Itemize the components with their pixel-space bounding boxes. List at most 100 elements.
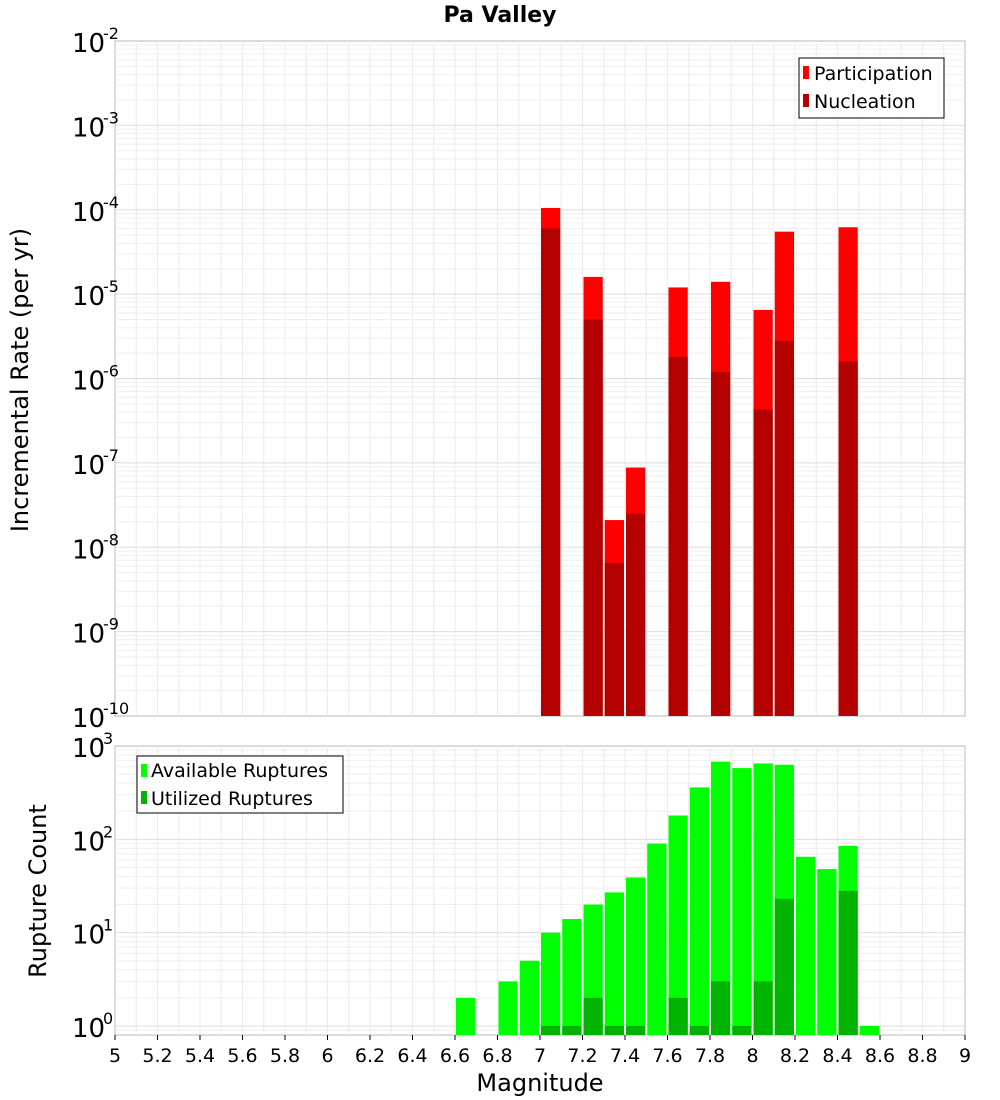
x-tick-label: 7.6	[652, 1045, 682, 1067]
bottom-bar-available	[456, 997, 476, 1035]
top-y-tick-exponent: -2	[103, 24, 119, 43]
bottom-y-tick-exponent: 0	[103, 1009, 113, 1028]
bottom-bar-available	[796, 856, 816, 1035]
bottom-bar-available	[668, 815, 688, 1035]
top-y-tick-exponent: -8	[103, 530, 119, 549]
bottom-y-tick-base: 10	[72, 734, 105, 764]
top-y-tick-label: 10-8	[72, 530, 119, 565]
bottom-bar-utilized	[668, 997, 688, 1035]
top-bar-nucleation	[604, 563, 624, 716]
bottom-y-tick-label: 102	[72, 822, 113, 857]
top-y-tick-base: 10	[72, 29, 105, 59]
top-y-tick-base: 10	[72, 282, 105, 312]
top-bar-nucleation	[626, 513, 646, 716]
top-bar-nucleation	[668, 356, 688, 716]
top-y-tick-label: 10-7	[72, 446, 119, 481]
top-y-axis-label: Incremental Rate (per yr)	[6, 228, 34, 532]
top-legend: Participation Nucleation	[798, 57, 945, 119]
top-bar-nucleation	[753, 409, 773, 716]
top-bar-nucleation	[711, 371, 731, 716]
bottom-bar-utilized	[838, 890, 858, 1035]
top-legend-box	[798, 57, 945, 119]
x-tick-label: 8.4	[822, 1045, 852, 1067]
bottom-y-axis-label: Rupture Count	[24, 804, 52, 978]
bottom-bar-available	[626, 877, 646, 1035]
legend-nucleation: Nucleation	[814, 91, 916, 113]
top-bars	[541, 207, 858, 716]
bottom-bar-available	[541, 932, 561, 1035]
bottom-y-tick-exponent: 2	[103, 822, 113, 841]
x-ticks: 5 5.2 5.4 5.6 5.8 6 6.2 6.4 6.6 6.8 7 7.2 7.4 7.6 7.8 8…	[109, 1035, 971, 1067]
top-y-tick-exponent: -6	[103, 362, 119, 381]
chart-title: Pa Valley	[443, 3, 556, 28]
bottom-bar-utilized	[583, 997, 603, 1035]
top-bar-nucleation	[541, 228, 561, 716]
bottom-bar-available	[817, 869, 837, 1035]
x-tick-label: 5.4	[185, 1045, 215, 1067]
x-tick-label: 5	[109, 1045, 121, 1067]
bottom-bar-utilized	[626, 1025, 646, 1035]
bottom-bar-available	[562, 919, 582, 1035]
x-tick-label: 7.8	[695, 1045, 725, 1067]
bottom-bar-utilized	[774, 898, 794, 1035]
bottom-bar-available	[859, 1025, 879, 1035]
top-y-tick-base: 10	[72, 198, 105, 228]
bottom-bar-utilized	[562, 1025, 582, 1035]
bottom-y-tick-label: 100	[72, 1009, 113, 1044]
x-tick-label: 6.8	[482, 1045, 512, 1067]
bottom-bar-available	[689, 787, 709, 1035]
top-y-tick-exponent: -3	[103, 108, 119, 127]
legend-utilized-ruptures: Utilized Ruptures	[151, 788, 313, 810]
x-axis-label: Magnitude	[476, 1069, 603, 1097]
bottom-bar-utilized	[711, 981, 731, 1035]
bottom-legend: Available Ruptures Utilized Ruptures	[136, 755, 344, 814]
participation-swatch	[803, 66, 809, 79]
top-y-tick-exponent: -10	[103, 699, 129, 718]
top-grid	[115, 41, 965, 716]
bottom-bar-available	[753, 763, 773, 1035]
x-tick-label: 8.8	[907, 1045, 937, 1067]
bottom-bar-available	[732, 768, 752, 1035]
top-y-tick-exponent: -4	[103, 193, 119, 212]
top-y-tick-label: 10-9	[72, 615, 119, 650]
available-ruptures-swatch	[141, 764, 147, 777]
top-y-tick-base: 10	[72, 451, 105, 481]
x-tick-label: 5.8	[270, 1045, 300, 1067]
bottom-y-tick-exponent: 3	[103, 729, 113, 748]
top-y-tick-exponent: -9	[103, 615, 119, 634]
legend-participation: Participation	[814, 63, 933, 85]
bottom-bars	[456, 761, 879, 1035]
bottom-bar-utilized	[753, 981, 773, 1035]
bottom-y-tick-label: 103	[72, 729, 113, 764]
x-tick-label: 6	[321, 1045, 333, 1067]
x-tick-label: 5.6	[227, 1045, 257, 1067]
x-tick-label: 8.2	[780, 1045, 810, 1067]
bottom-y-tick-label: 101	[72, 916, 113, 951]
top-bar-nucleation	[774, 340, 794, 716]
top-bar-nucleation	[838, 361, 858, 716]
bottom-bar-available	[711, 761, 731, 1035]
bottom-y-tick-base: 10	[72, 1014, 105, 1044]
x-tick-label: 8	[746, 1045, 758, 1067]
bottom-bar-available	[604, 892, 624, 1035]
bottom-bar-utilized	[604, 1025, 624, 1035]
x-tick-label: 7.2	[567, 1045, 597, 1067]
x-tick-label: 7.4	[610, 1045, 640, 1067]
x-tick-label: 5.2	[142, 1045, 172, 1067]
top-y-tick-label: 10-2	[72, 24, 119, 59]
bottom-y-tick-exponent: 1	[103, 916, 113, 935]
x-tick-label: 8.6	[865, 1045, 895, 1067]
bottom-bar-available	[519, 960, 539, 1035]
bottom-legend-box	[136, 755, 344, 814]
x-tick-label: 9	[959, 1045, 971, 1067]
top-y-tick-base: 10	[72, 620, 105, 650]
top-y-tick-exponent: -7	[103, 446, 119, 465]
top-y-tick-label: 10-6	[72, 362, 119, 397]
bottom-bar-utilized	[732, 1025, 752, 1035]
bottom-y-tick-base: 10	[72, 921, 105, 951]
